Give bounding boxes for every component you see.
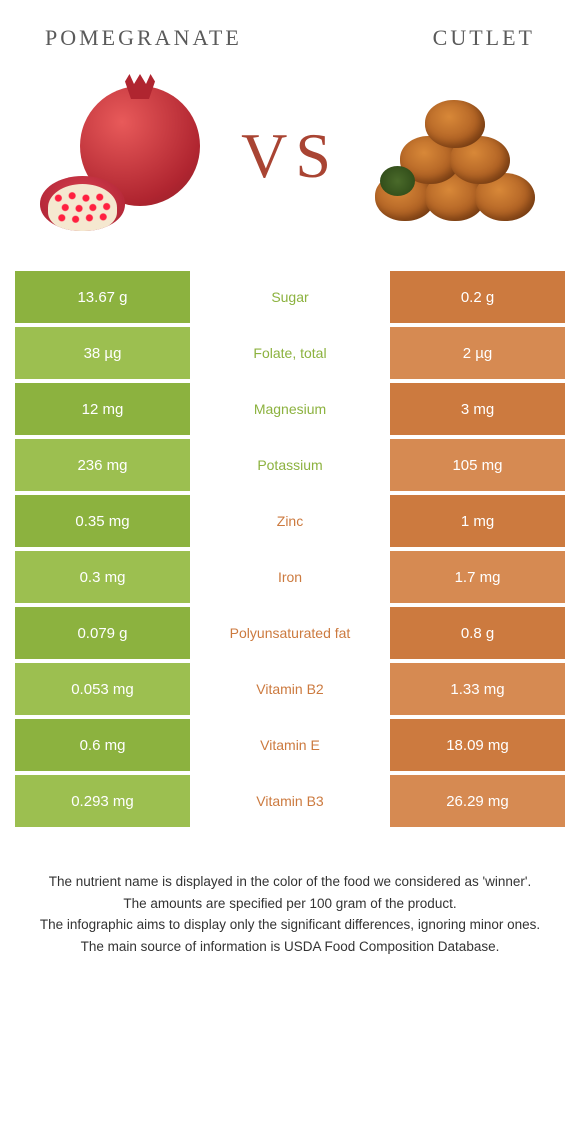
garnish-icon: [380, 166, 415, 196]
footnote-line: The infographic aims to display only the…: [25, 915, 555, 935]
right-value-cell: 18.09 mg: [390, 719, 565, 771]
table-row: 0.293 mgVitamin B326.29 mg: [15, 775, 565, 827]
left-value-cell: 12 mg: [15, 383, 190, 435]
nutrient-name-cell: Iron: [190, 551, 390, 603]
nutrient-name-cell: Zinc: [190, 495, 390, 547]
table-row: 13.67 gSugar0.2 g: [15, 271, 565, 323]
cutlet-image: [365, 76, 545, 236]
left-value-cell: 0.35 mg: [15, 495, 190, 547]
infographic-container: Pomegranate Cutlet VS 13.67 gSugar0.: [0, 0, 580, 973]
left-value-cell: 236 mg: [15, 439, 190, 491]
cutlet-icon: [425, 100, 485, 148]
left-food-title: Pomegranate: [45, 25, 242, 51]
right-value-cell: 105 mg: [390, 439, 565, 491]
nutrient-name-cell: Sugar: [190, 271, 390, 323]
right-value-cell: 3 mg: [390, 383, 565, 435]
left-value-cell: 38 µg: [15, 327, 190, 379]
table-row: 236 mgPotassium105 mg: [15, 439, 565, 491]
right-value-cell: 1 mg: [390, 495, 565, 547]
nutrient-name-cell: Vitamin E: [190, 719, 390, 771]
table-row: 0.053 mgVitamin B21.33 mg: [15, 663, 565, 715]
pomegranate-seeds-icon: [48, 184, 117, 231]
nutrient-name-cell: Potassium: [190, 439, 390, 491]
right-value-cell: 0.8 g: [390, 607, 565, 659]
right-value-cell: 2 µg: [390, 327, 565, 379]
pomegranate-crown-icon: [125, 74, 155, 99]
right-value-cell: 0.2 g: [390, 271, 565, 323]
footnote-line: The main source of information is USDA F…: [25, 937, 555, 957]
table-row: 0.079 gPolyunsaturated fat0.8 g: [15, 607, 565, 659]
table-row: 12 mgMagnesium3 mg: [15, 383, 565, 435]
cutlet-stack-icon: [370, 86, 540, 226]
images-row: VS: [15, 66, 565, 246]
left-value-cell: 13.67 g: [15, 271, 190, 323]
vs-label: VS: [241, 119, 339, 193]
footnote-line: The amounts are specified per 100 gram o…: [25, 894, 555, 914]
nutrient-name-cell: Polyunsaturated fat: [190, 607, 390, 659]
table-row: 0.6 mgVitamin E18.09 mg: [15, 719, 565, 771]
right-food-title: Cutlet: [433, 25, 535, 51]
footnotes: The nutrient name is displayed in the co…: [15, 872, 565, 956]
nutrient-name-cell: Vitamin B2: [190, 663, 390, 715]
nutrient-name-cell: Vitamin B3: [190, 775, 390, 827]
right-value-cell: 1.7 mg: [390, 551, 565, 603]
left-value-cell: 0.293 mg: [15, 775, 190, 827]
table-row: 0.35 mgZinc1 mg: [15, 495, 565, 547]
nutrient-name-cell: Magnesium: [190, 383, 390, 435]
left-value-cell: 0.079 g: [15, 607, 190, 659]
table-row: 0.3 mgIron1.7 mg: [15, 551, 565, 603]
header-row: Pomegranate Cutlet: [15, 25, 565, 51]
footnote-line: The nutrient name is displayed in the co…: [25, 872, 555, 892]
right-value-cell: 26.29 mg: [390, 775, 565, 827]
right-value-cell: 1.33 mg: [390, 663, 565, 715]
left-value-cell: 0.6 mg: [15, 719, 190, 771]
pomegranate-image: [35, 76, 215, 236]
nutrient-name-cell: Folate, total: [190, 327, 390, 379]
table-row: 38 µgFolate, total2 µg: [15, 327, 565, 379]
pomegranate-half-icon: [40, 176, 125, 231]
left-value-cell: 0.053 mg: [15, 663, 190, 715]
left-value-cell: 0.3 mg: [15, 551, 190, 603]
nutrient-table: 13.67 gSugar0.2 g38 µgFolate, total2 µg1…: [15, 271, 565, 827]
